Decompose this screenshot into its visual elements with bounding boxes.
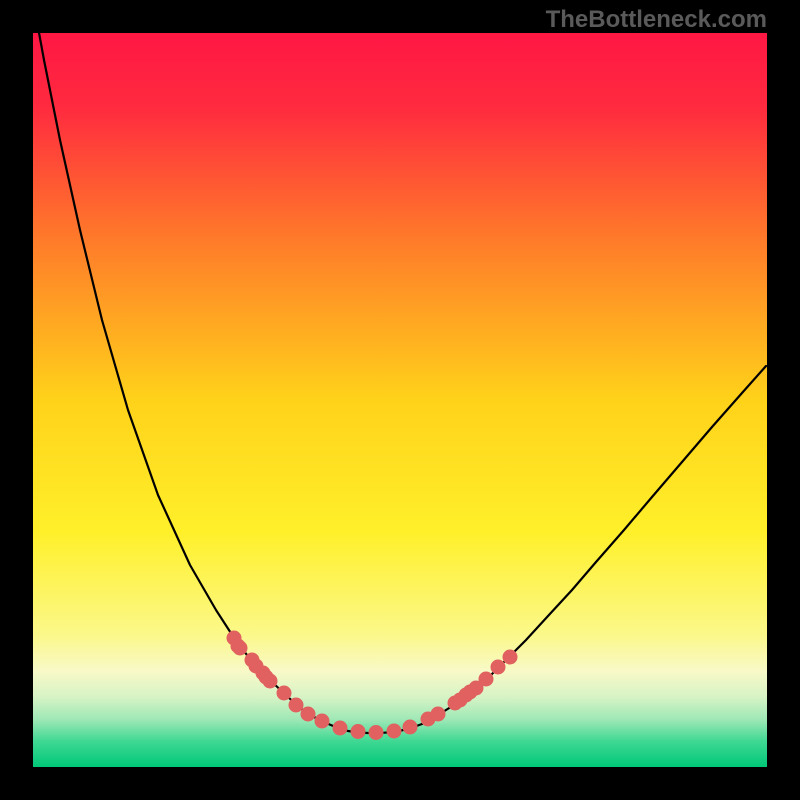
- data-marker: [491, 660, 506, 675]
- chart-overlay-svg: [0, 0, 800, 800]
- watermark-label: TheBottleneck.com: [546, 6, 767, 34]
- data-marker: [431, 707, 446, 722]
- data-marker: [301, 707, 316, 722]
- v-curve-line: [33, 0, 766, 733]
- data-marker: [263, 674, 278, 689]
- data-marker: [403, 720, 418, 735]
- data-marker: [233, 641, 248, 656]
- data-marker: [351, 724, 366, 739]
- data-marker: [479, 672, 494, 687]
- data-marker: [333, 721, 348, 736]
- data-marker: [503, 650, 518, 665]
- data-marker: [315, 714, 330, 729]
- data-marker: [277, 686, 292, 701]
- data-marker: [289, 698, 304, 713]
- marker-group: [227, 631, 518, 741]
- data-marker: [369, 725, 384, 740]
- data-marker: [387, 724, 402, 739]
- chart-stage: TheBottleneck.com: [0, 0, 800, 800]
